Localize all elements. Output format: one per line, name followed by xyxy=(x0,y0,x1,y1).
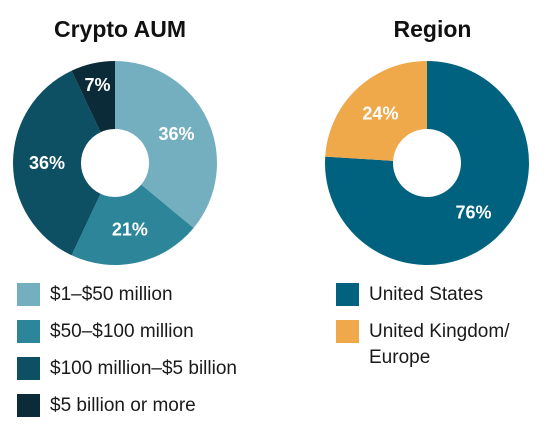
slice-label-1-50-million: 36% xyxy=(159,124,195,144)
legend-swatch xyxy=(17,357,40,380)
legend-swatch xyxy=(17,320,40,343)
legend-item: United States xyxy=(336,282,551,308)
legend-label: $50–$100 million xyxy=(50,321,194,342)
legend-label: United Kingdom/ Europe xyxy=(369,321,510,368)
legend-label: $5 billion or more xyxy=(50,395,196,416)
legend-swatch xyxy=(336,320,359,343)
legend-label: United States xyxy=(369,284,484,305)
legend-swatch xyxy=(17,394,40,417)
slice-5-billion-or-more xyxy=(71,61,115,133)
legend-item: $5 billion or more xyxy=(17,393,237,419)
slice-label-united-kingdom-europe: 24% xyxy=(362,103,398,123)
region-legend: United States United Kingdom/ Europe xyxy=(336,282,551,382)
crypto-aum-legend: $1–$50 million $50–$100 million $100 milli… xyxy=(17,282,237,430)
legend-label: $100 million–$5 billion xyxy=(50,358,237,379)
slice-50-100-million xyxy=(71,184,194,265)
slice-united-kingdom-europe xyxy=(325,61,427,161)
slice-united-states xyxy=(325,61,529,265)
legend-item: $1–$50 million xyxy=(17,282,237,308)
chart-title: Region xyxy=(393,16,472,42)
slice-label-united-states: 76% xyxy=(456,203,492,223)
crypto-aum-donut: 36% 21% 36% 7% xyxy=(12,61,217,265)
legend-label: $1–$50 million xyxy=(50,284,173,305)
slice-label-100-million-5-billion: 36% xyxy=(29,153,65,173)
region-chart: Region 76% 24% United States United Kingdo… xyxy=(312,0,553,424)
slice-100-million-5-billion xyxy=(12,70,101,256)
legend-item: $100 million–$5 billion xyxy=(17,356,237,382)
region-donut: 76% 24% xyxy=(325,61,529,265)
legend-item: United Kingdom/ Europe xyxy=(336,319,551,371)
legend-item: $50–$100 million xyxy=(17,319,237,345)
legend-swatch xyxy=(17,283,40,306)
slice-label-5-billion-or-more: 7% xyxy=(85,75,111,95)
legend-swatch xyxy=(336,283,359,306)
chart-title: Crypto AUM xyxy=(53,16,187,42)
slice-1-50-million xyxy=(115,61,217,229)
slice-label-50-100-million: 21% xyxy=(112,219,148,239)
crypto-aum-chart: Crypto AUM 36% 21% 36% 7% $1–$50 million $50… xyxy=(0,0,240,424)
